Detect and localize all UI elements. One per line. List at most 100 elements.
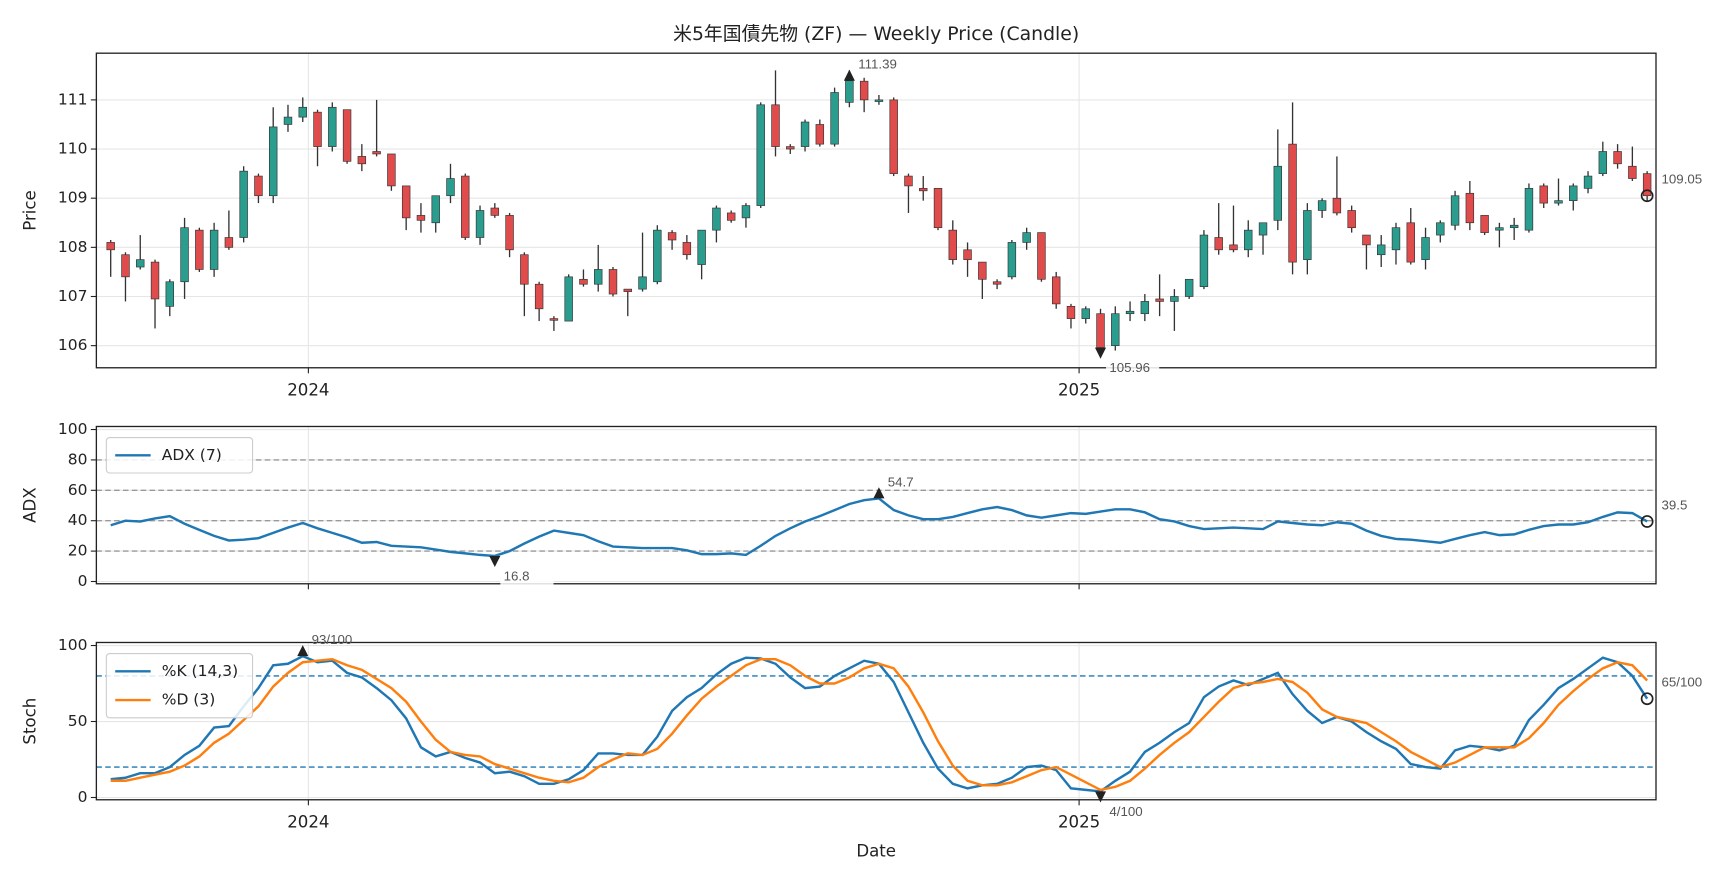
candle-body <box>298 106 307 118</box>
candle-body <box>919 188 928 192</box>
candle-body <box>992 281 1002 285</box>
candle-body <box>1199 234 1209 288</box>
x-tick-label: 2024 <box>287 381 329 400</box>
candle-body <box>682 242 692 256</box>
candle-body <box>431 195 440 224</box>
candle-body <box>1642 173 1652 197</box>
y-tick-label: 50 <box>68 712 88 730</box>
candle-body <box>416 215 426 221</box>
y-tick-label: 60 <box>68 481 88 499</box>
candle-body <box>209 229 219 270</box>
legend-box <box>105 653 254 719</box>
legend-label: %D (3) <box>162 691 216 709</box>
candle-body <box>490 207 500 216</box>
candle-body <box>461 175 470 238</box>
candle-body <box>1096 313 1105 348</box>
candle-body <box>1391 227 1401 251</box>
candle-body <box>1244 229 1253 251</box>
candle-body <box>357 156 367 165</box>
candle-body <box>712 207 721 231</box>
candle-body <box>594 269 603 285</box>
y-tick-label: 80 <box>68 450 88 468</box>
candle-body <box>1598 151 1608 174</box>
candle-body <box>121 254 130 278</box>
candle-body <box>1332 197 1342 214</box>
min-marker <box>489 555 501 568</box>
max-label: 93/100 <box>312 632 353 647</box>
candle-body <box>978 261 987 280</box>
y-tick-label: 107 <box>58 287 88 305</box>
candle-body <box>815 124 825 145</box>
y-axis-label: Price <box>21 190 40 231</box>
candle-body <box>579 278 588 285</box>
min-label: 4/100 <box>1109 804 1142 819</box>
candle-body <box>387 153 396 187</box>
min-marker <box>1094 347 1107 359</box>
candle-body <box>1347 210 1356 229</box>
min-label: 16.8 <box>504 569 530 584</box>
max-marker <box>297 645 309 657</box>
candle-body <box>1406 222 1415 263</box>
candle-body <box>150 261 160 300</box>
candle-body <box>1450 195 1460 226</box>
last-marker <box>1640 189 1654 203</box>
candle-body <box>1524 188 1534 231</box>
candle-body <box>283 116 293 125</box>
candle-body <box>1214 237 1223 251</box>
series-line <box>110 657 1649 792</box>
candle-body <box>1170 296 1179 302</box>
candle-body <box>1007 242 1017 278</box>
candle-body <box>1569 185 1578 201</box>
candle-body <box>328 106 337 147</box>
candle-body <box>800 121 810 147</box>
candle-body <box>667 232 677 241</box>
candle-body <box>1155 298 1164 302</box>
y-tick-label: 100 <box>58 636 88 654</box>
y-axis-label: ADX <box>21 487 40 523</box>
y-tick-label: 0 <box>78 572 88 590</box>
candle-body <box>136 259 145 268</box>
last-label: 65/100 <box>1662 675 1703 690</box>
candle-body <box>859 80 869 101</box>
candle-body <box>446 178 455 197</box>
candle-body <box>1273 165 1283 221</box>
max-marker <box>873 487 885 499</box>
candle-body <box>904 175 913 187</box>
candle-body <box>224 237 234 248</box>
y-tick-label: 108 <box>58 238 88 256</box>
candle-body <box>638 276 647 290</box>
candle-body <box>342 109 352 162</box>
min-label-bg <box>500 568 554 586</box>
last-marker <box>1640 692 1654 706</box>
candle-body <box>948 229 957 260</box>
candle-body <box>1125 310 1135 315</box>
y-tick-label: 106 <box>58 336 88 354</box>
candle-body <box>771 104 780 147</box>
candle-body <box>845 80 854 103</box>
candle-body <box>268 126 278 197</box>
candle-body <box>1184 278 1194 297</box>
x-tick-label: 2024 <box>287 813 329 832</box>
candle-body <box>1421 237 1430 260</box>
plot-frame <box>95 425 1657 585</box>
candle-body <box>697 229 706 265</box>
y-tick-label: 0 <box>78 788 88 806</box>
candle-body <box>726 212 736 221</box>
x-axis-label: Date <box>856 841 896 860</box>
y-axis-label: Stoch <box>21 698 40 745</box>
legend-label: ADX (7) <box>162 446 222 464</box>
max-marker <box>843 69 855 81</box>
last-label: 109.05 <box>1662 172 1703 187</box>
candle-body <box>1495 227 1504 231</box>
candle-body <box>1288 143 1297 263</box>
chart-title: 米5年国債先物 (ZF) — Weekly Price (Candle) <box>673 23 1079 45</box>
candle-body <box>1613 151 1622 165</box>
candle-body <box>1465 192 1475 224</box>
candle-body <box>106 242 115 251</box>
candle-body <box>313 111 322 147</box>
candle-body <box>786 146 795 150</box>
candle-body <box>963 249 972 260</box>
candle-body <box>254 175 263 197</box>
candle-body <box>165 281 175 307</box>
